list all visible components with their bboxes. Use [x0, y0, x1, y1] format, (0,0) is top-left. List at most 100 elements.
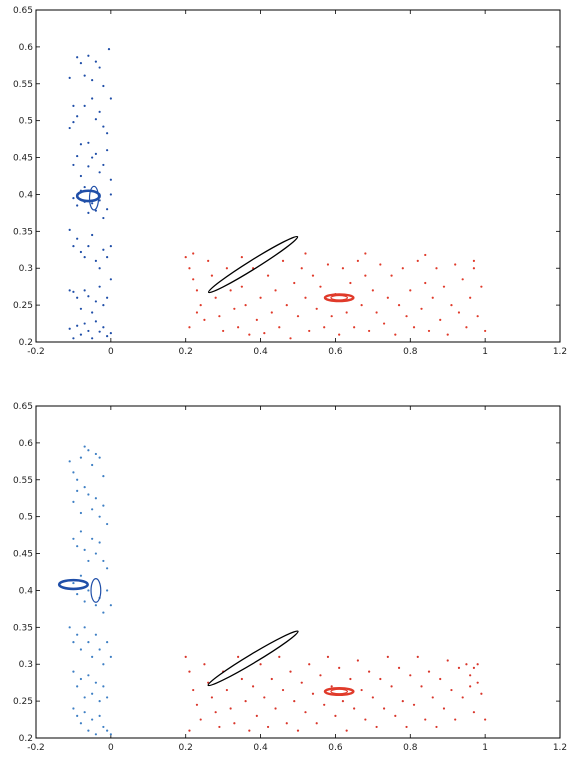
data-point — [229, 289, 232, 292]
covariance-ellipse — [330, 294, 349, 301]
data-point — [192, 252, 195, 255]
data-point — [79, 722, 83, 725]
data-point — [94, 733, 97, 736]
x-tick-label: 0.2 — [179, 743, 193, 753]
data-point — [106, 522, 109, 526]
data-point — [454, 718, 457, 721]
data-point — [199, 304, 202, 307]
data-point — [461, 278, 464, 281]
data-point — [76, 478, 79, 481]
data-point — [237, 326, 240, 329]
data-point — [98, 110, 101, 113]
data-point — [349, 677, 352, 681]
data-point — [68, 460, 71, 463]
data-point — [278, 655, 281, 658]
data-point — [76, 56, 79, 59]
data-point — [83, 322, 86, 325]
data-point — [386, 655, 389, 658]
data-point — [68, 228, 71, 231]
data-point — [409, 289, 412, 292]
data-point — [207, 259, 210, 262]
data-point — [109, 193, 112, 196]
y-tick-label: 0.45 — [13, 550, 33, 560]
data-point — [102, 474, 105, 478]
data-point — [79, 307, 83, 310]
data-point — [76, 237, 79, 240]
data-point — [397, 666, 401, 670]
data-point — [289, 337, 292, 340]
data-point — [251, 685, 255, 688]
data-point — [72, 197, 75, 200]
data-point — [98, 199, 101, 202]
data-point — [76, 115, 79, 118]
data-point — [281, 688, 285, 692]
data-point — [427, 670, 431, 673]
y-tick-label: 0.55 — [13, 476, 33, 486]
data-point — [368, 670, 371, 673]
data-point — [472, 259, 476, 262]
data-point — [106, 567, 109, 570]
data-point — [450, 688, 453, 692]
data-point — [72, 104, 75, 108]
data-point — [91, 508, 94, 511]
data-point — [371, 696, 374, 699]
y-tick-label: 0.3 — [19, 264, 33, 274]
data-point — [94, 300, 97, 303]
data-point — [83, 696, 86, 699]
data-point — [379, 677, 382, 681]
data-point — [68, 289, 71, 292]
data-point — [484, 718, 487, 721]
data-point — [91, 97, 94, 100]
data-point — [285, 722, 288, 725]
data-point — [72, 471, 75, 474]
data-point — [409, 674, 412, 677]
data-point — [349, 281, 352, 285]
data-point — [454, 263, 457, 266]
data-point — [472, 666, 476, 670]
data-point — [382, 322, 386, 325]
data-point — [109, 244, 112, 248]
data-point — [79, 62, 83, 65]
data-point — [222, 329, 225, 333]
data-point — [68, 626, 71, 629]
data-point — [293, 281, 296, 285]
y-tick-label: 0.5 — [19, 117, 33, 127]
y-tick-label: 0.35 — [13, 623, 33, 633]
data-point — [94, 118, 97, 121]
data-point — [79, 677, 83, 681]
data-point — [214, 296, 217, 299]
data-point — [263, 332, 266, 335]
data-point — [188, 267, 191, 270]
data-point — [87, 559, 90, 563]
data-point — [72, 707, 75, 710]
data-point — [225, 688, 228, 692]
covariance-ellipse — [330, 688, 349, 695]
data-point — [382, 707, 386, 710]
data-point — [102, 84, 105, 88]
data-point — [87, 729, 90, 732]
data-point — [375, 311, 378, 314]
data-point — [296, 729, 300, 732]
data-point — [83, 74, 86, 77]
data-point — [83, 600, 86, 603]
data-point — [270, 677, 273, 681]
data-point — [405, 725, 408, 729]
covariance-ellipse — [90, 578, 102, 603]
data-point — [87, 674, 90, 677]
data-point — [375, 725, 378, 729]
data-point — [72, 121, 75, 124]
data-point — [461, 696, 464, 699]
data-point — [304, 252, 307, 255]
data-point — [439, 677, 442, 681]
data-point — [356, 259, 359, 262]
data-point — [203, 663, 206, 666]
data-point — [87, 165, 90, 168]
data-point — [360, 304, 363, 307]
data-point — [91, 337, 94, 340]
data-point — [184, 256, 187, 259]
data-point — [315, 722, 318, 725]
data-point — [300, 681, 303, 684]
data-point — [102, 216, 105, 220]
data-point — [427, 329, 431, 333]
data-point — [472, 267, 476, 270]
